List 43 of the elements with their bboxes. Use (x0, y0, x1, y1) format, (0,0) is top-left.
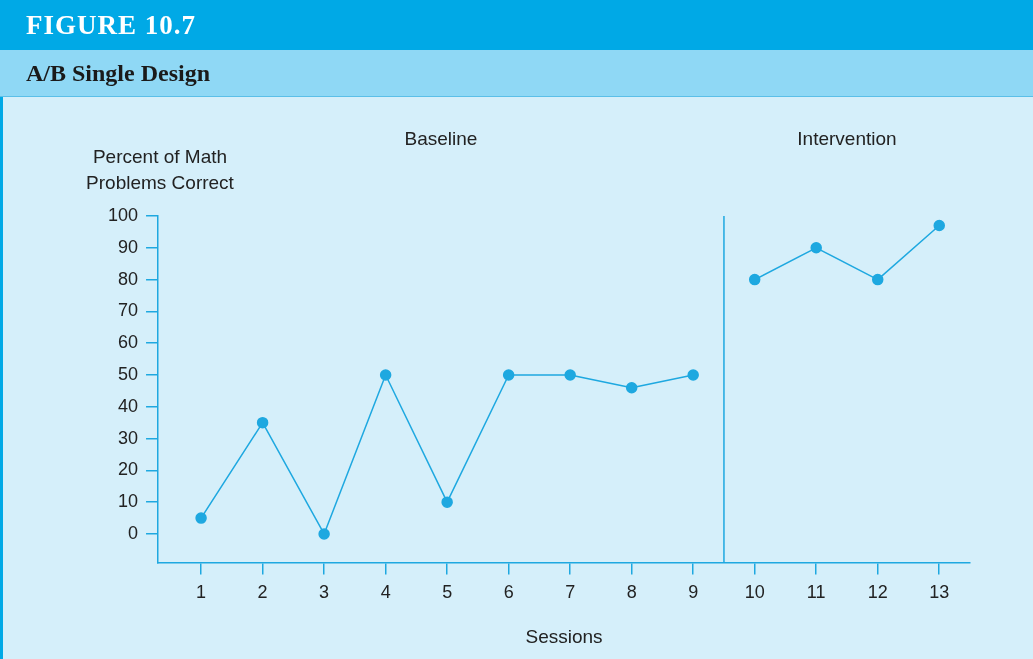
y-tick-label: 30 (118, 427, 139, 448)
x-tick-label: 1 (196, 582, 207, 603)
chart-subtitle: A/B Single Design (0, 50, 1033, 97)
x-tick-label: 2 (257, 582, 268, 603)
x-tick-label: 5 (442, 582, 453, 603)
point (441, 496, 453, 508)
y-tick-label: 80 (118, 268, 139, 289)
x-tick-label: 3 (319, 582, 330, 603)
x-tick-label: 13 (929, 582, 950, 603)
point (871, 273, 884, 286)
x-tick-label: 7 (565, 582, 576, 603)
y-tick-label: 90 (118, 236, 139, 257)
y-tick-label: 10 (118, 491, 139, 512)
point (933, 219, 945, 232)
x-tick-label: 6 (503, 582, 514, 603)
y-tick-label: 0 (128, 522, 139, 543)
text: Baseline (404, 128, 478, 150)
y-tick-label: 40 (118, 395, 139, 416)
point (256, 416, 269, 429)
y-tick-label: 70 (118, 300, 139, 321)
y-axis-title: Percent of Math Problems Correct (85, 145, 235, 195)
chart-title: FIGURE 10.7 (0, 0, 1033, 50)
x-tick-label: 9 (688, 582, 699, 603)
y-tick-label: 20 (118, 459, 139, 480)
text: Intervention (797, 128, 897, 150)
x-tick-label: 10 (744, 582, 765, 603)
y-tick-label: 60 (118, 332, 139, 353)
point (748, 273, 761, 286)
y-tick-label: 100 (107, 204, 139, 225)
point (502, 369, 515, 381)
point (195, 512, 207, 524)
x-tick-label: 12 (867, 582, 888, 603)
y-tick-label: 50 (118, 363, 139, 384)
point (318, 528, 330, 540)
point (687, 369, 699, 381)
x-tick-label: 4 (380, 582, 391, 603)
point (564, 369, 576, 381)
point (379, 369, 392, 381)
point (625, 381, 638, 394)
x-axis-title: Sessions (525, 625, 603, 647)
point (810, 242, 822, 254)
x-tick-label: 11 (806, 582, 826, 603)
x-tick-label: 8 (626, 582, 637, 603)
